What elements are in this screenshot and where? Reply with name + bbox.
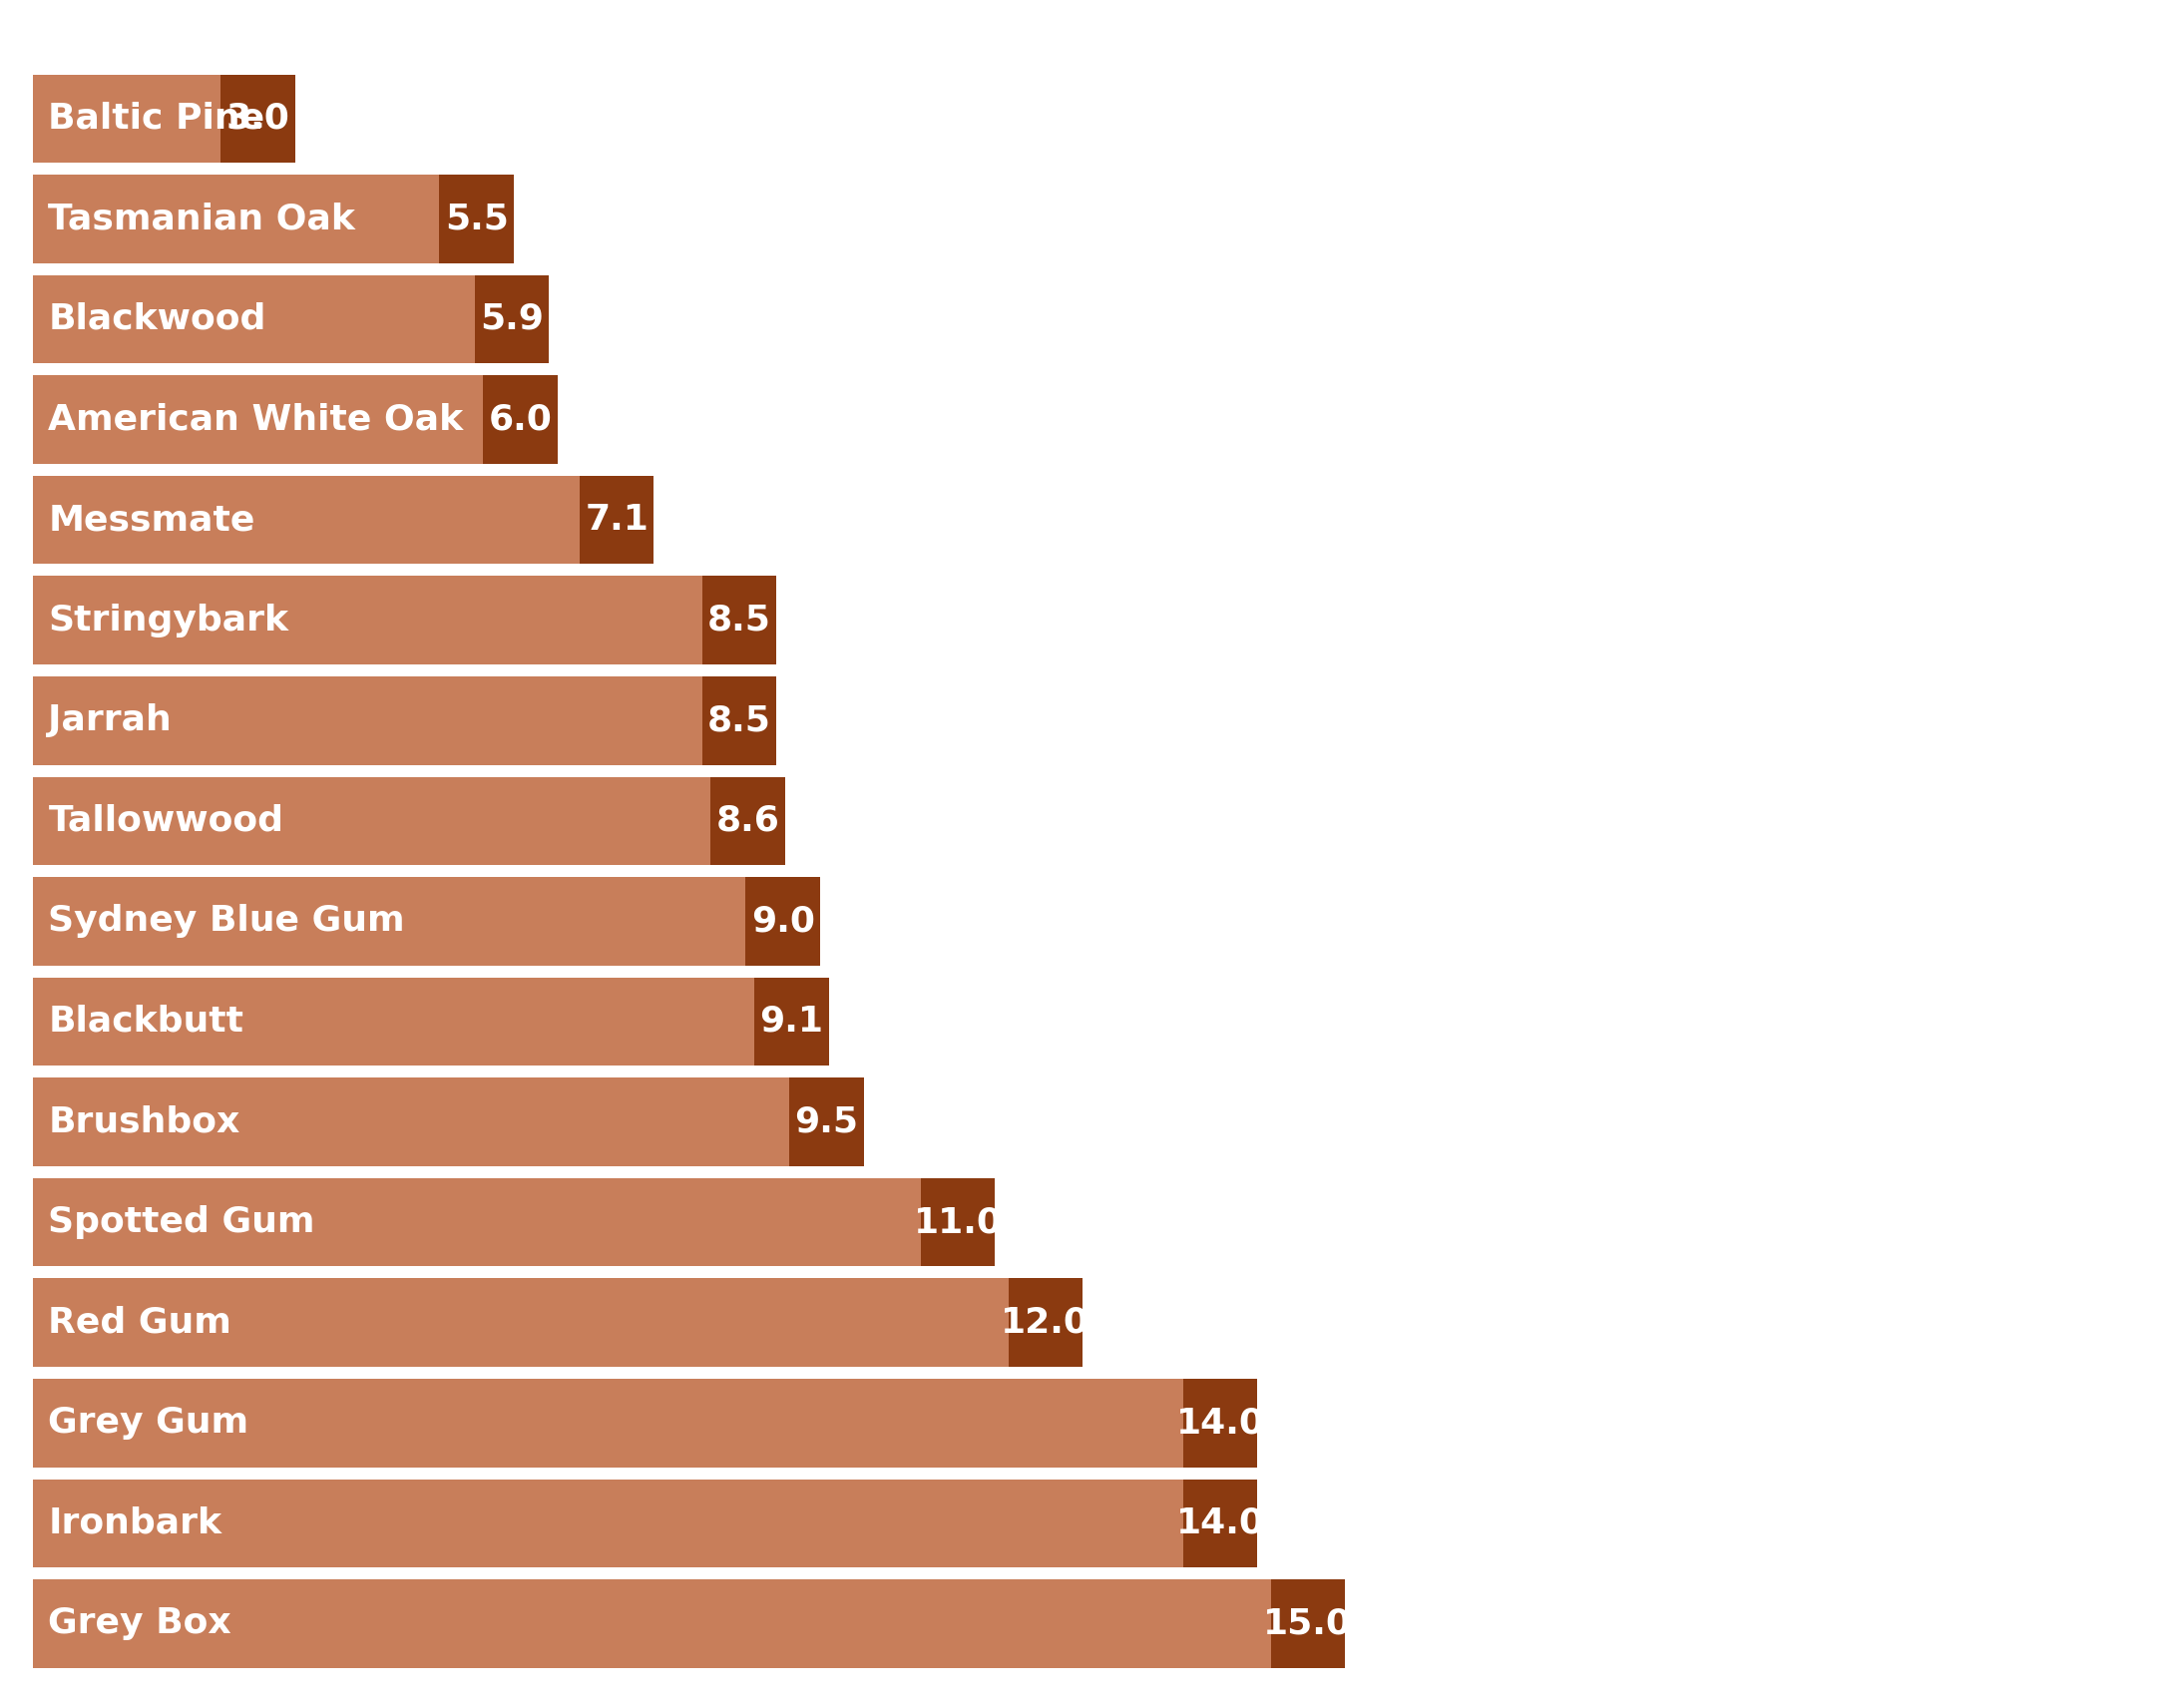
- Text: 14.0: 14.0: [1175, 1506, 1264, 1541]
- Bar: [33, 275, 550, 364]
- Text: Grey Box: Grey Box: [48, 1607, 232, 1641]
- Bar: [33, 1078, 864, 1167]
- Bar: [33, 1580, 1344, 1667]
- Text: 12.0: 12.0: [1001, 1305, 1090, 1339]
- Bar: [754, 977, 830, 1066]
- Text: 5.9: 5.9: [480, 302, 543, 336]
- Bar: [788, 1078, 864, 1167]
- Text: 15.0: 15.0: [1264, 1607, 1353, 1641]
- Bar: [702, 676, 775, 765]
- Bar: [439, 174, 515, 263]
- Bar: [482, 376, 558, 463]
- Bar: [1184, 1479, 1258, 1568]
- Text: Tasmanian Oak: Tasmanian Oak: [48, 202, 356, 236]
- Bar: [33, 174, 515, 263]
- Bar: [33, 1378, 1258, 1467]
- Text: Tallowwood: Tallowwood: [48, 804, 285, 839]
- Bar: [473, 275, 550, 364]
- Text: 14.0: 14.0: [1175, 1406, 1264, 1440]
- Text: Blackwood: Blackwood: [48, 302, 267, 336]
- Text: Jarrah: Jarrah: [48, 704, 172, 738]
- Bar: [33, 1179, 995, 1266]
- Text: 9.1: 9.1: [760, 1004, 823, 1038]
- Bar: [33, 777, 784, 864]
- Bar: [33, 576, 775, 664]
- Bar: [1184, 1378, 1258, 1467]
- Bar: [921, 1179, 995, 1266]
- Text: Grey Gum: Grey Gum: [48, 1406, 250, 1440]
- Text: Red Gum: Red Gum: [48, 1305, 232, 1339]
- Text: Sydney Blue Gum: Sydney Blue Gum: [48, 904, 406, 938]
- Bar: [710, 777, 784, 864]
- Text: 5.5: 5.5: [445, 202, 508, 236]
- Bar: [33, 477, 654, 564]
- Bar: [580, 477, 654, 564]
- Bar: [745, 878, 821, 965]
- Bar: [33, 1479, 1258, 1568]
- Text: 6.0: 6.0: [489, 403, 552, 437]
- Text: Baltic Pine: Baltic Pine: [48, 101, 265, 135]
- Text: Blackbutt: Blackbutt: [48, 1004, 243, 1038]
- Bar: [1271, 1580, 1344, 1667]
- Text: Messmate: Messmate: [48, 502, 256, 536]
- Bar: [33, 376, 558, 463]
- Text: Brushbox: Brushbox: [48, 1105, 241, 1139]
- Bar: [33, 75, 295, 162]
- Bar: [33, 977, 830, 1066]
- Text: Spotted Gum: Spotted Gum: [48, 1206, 315, 1240]
- Text: 8.5: 8.5: [708, 704, 771, 738]
- Text: Ironbark: Ironbark: [48, 1506, 222, 1541]
- Bar: [33, 1279, 1082, 1366]
- Text: Stringybark: Stringybark: [48, 603, 289, 637]
- Bar: [222, 75, 295, 162]
- Bar: [33, 676, 775, 765]
- Text: 8.6: 8.6: [717, 804, 780, 839]
- Text: 11.0: 11.0: [914, 1206, 1001, 1240]
- Text: 3.0: 3.0: [226, 101, 289, 135]
- Text: 7.1: 7.1: [584, 502, 649, 536]
- Text: 9.5: 9.5: [795, 1105, 858, 1139]
- Text: 9.0: 9.0: [752, 904, 814, 938]
- Bar: [1008, 1279, 1082, 1366]
- Bar: [33, 878, 821, 965]
- Text: 8.5: 8.5: [708, 603, 771, 637]
- Bar: [702, 576, 775, 664]
- Text: American White Oak: American White Oak: [48, 403, 463, 437]
